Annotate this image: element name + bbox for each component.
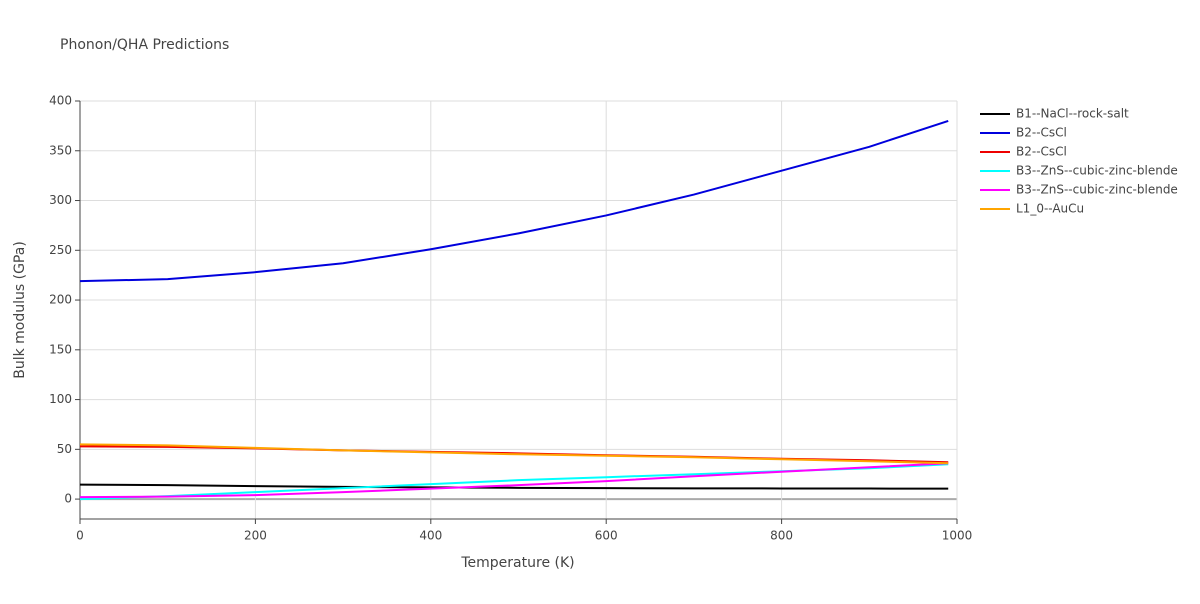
x-tick-label: 1000 (942, 529, 973, 543)
x-tick-label: 600 (595, 529, 618, 543)
series-line (79, 443, 949, 465)
y-tick-label: 50 (57, 442, 72, 456)
series-line (79, 119, 949, 283)
legend-label: B2--CsCl (1016, 126, 1067, 140)
y-tick-label: 0 (64, 492, 72, 506)
y-axis-title: Bulk modulus (GPa) (12, 241, 28, 379)
x-tick-label: 400 (419, 529, 442, 543)
x-tick-label: 0 (76, 529, 84, 543)
legend-label: B3--ZnS--cubic-zinc-blende (1016, 164, 1178, 178)
y-tick-label: 100 (49, 392, 72, 406)
y-tick-label: 350 (49, 143, 72, 157)
x-tick-label: 800 (770, 529, 793, 543)
x-tick-label: 200 (244, 529, 267, 543)
y-tick-label: 300 (49, 193, 72, 207)
series-line (79, 483, 949, 490)
legend-label: B3--ZnS--cubic-zinc-blende (1016, 183, 1178, 197)
y-tick-label: 150 (49, 342, 72, 356)
legend-label: L1_0--AuCu (1016, 202, 1084, 216)
series-line (79, 462, 949, 499)
y-tick-label: 250 (49, 243, 72, 257)
legend-label: B1--NaCl--rock-salt (1016, 107, 1129, 121)
x-axis-title: Temperature (K) (460, 555, 574, 571)
chart-title: Phonon/QHA Predictions (60, 37, 229, 53)
y-tick-label: 200 (49, 293, 72, 307)
legend-label: B2--CsCl (1016, 145, 1067, 159)
y-tick-label: 400 (49, 94, 72, 108)
